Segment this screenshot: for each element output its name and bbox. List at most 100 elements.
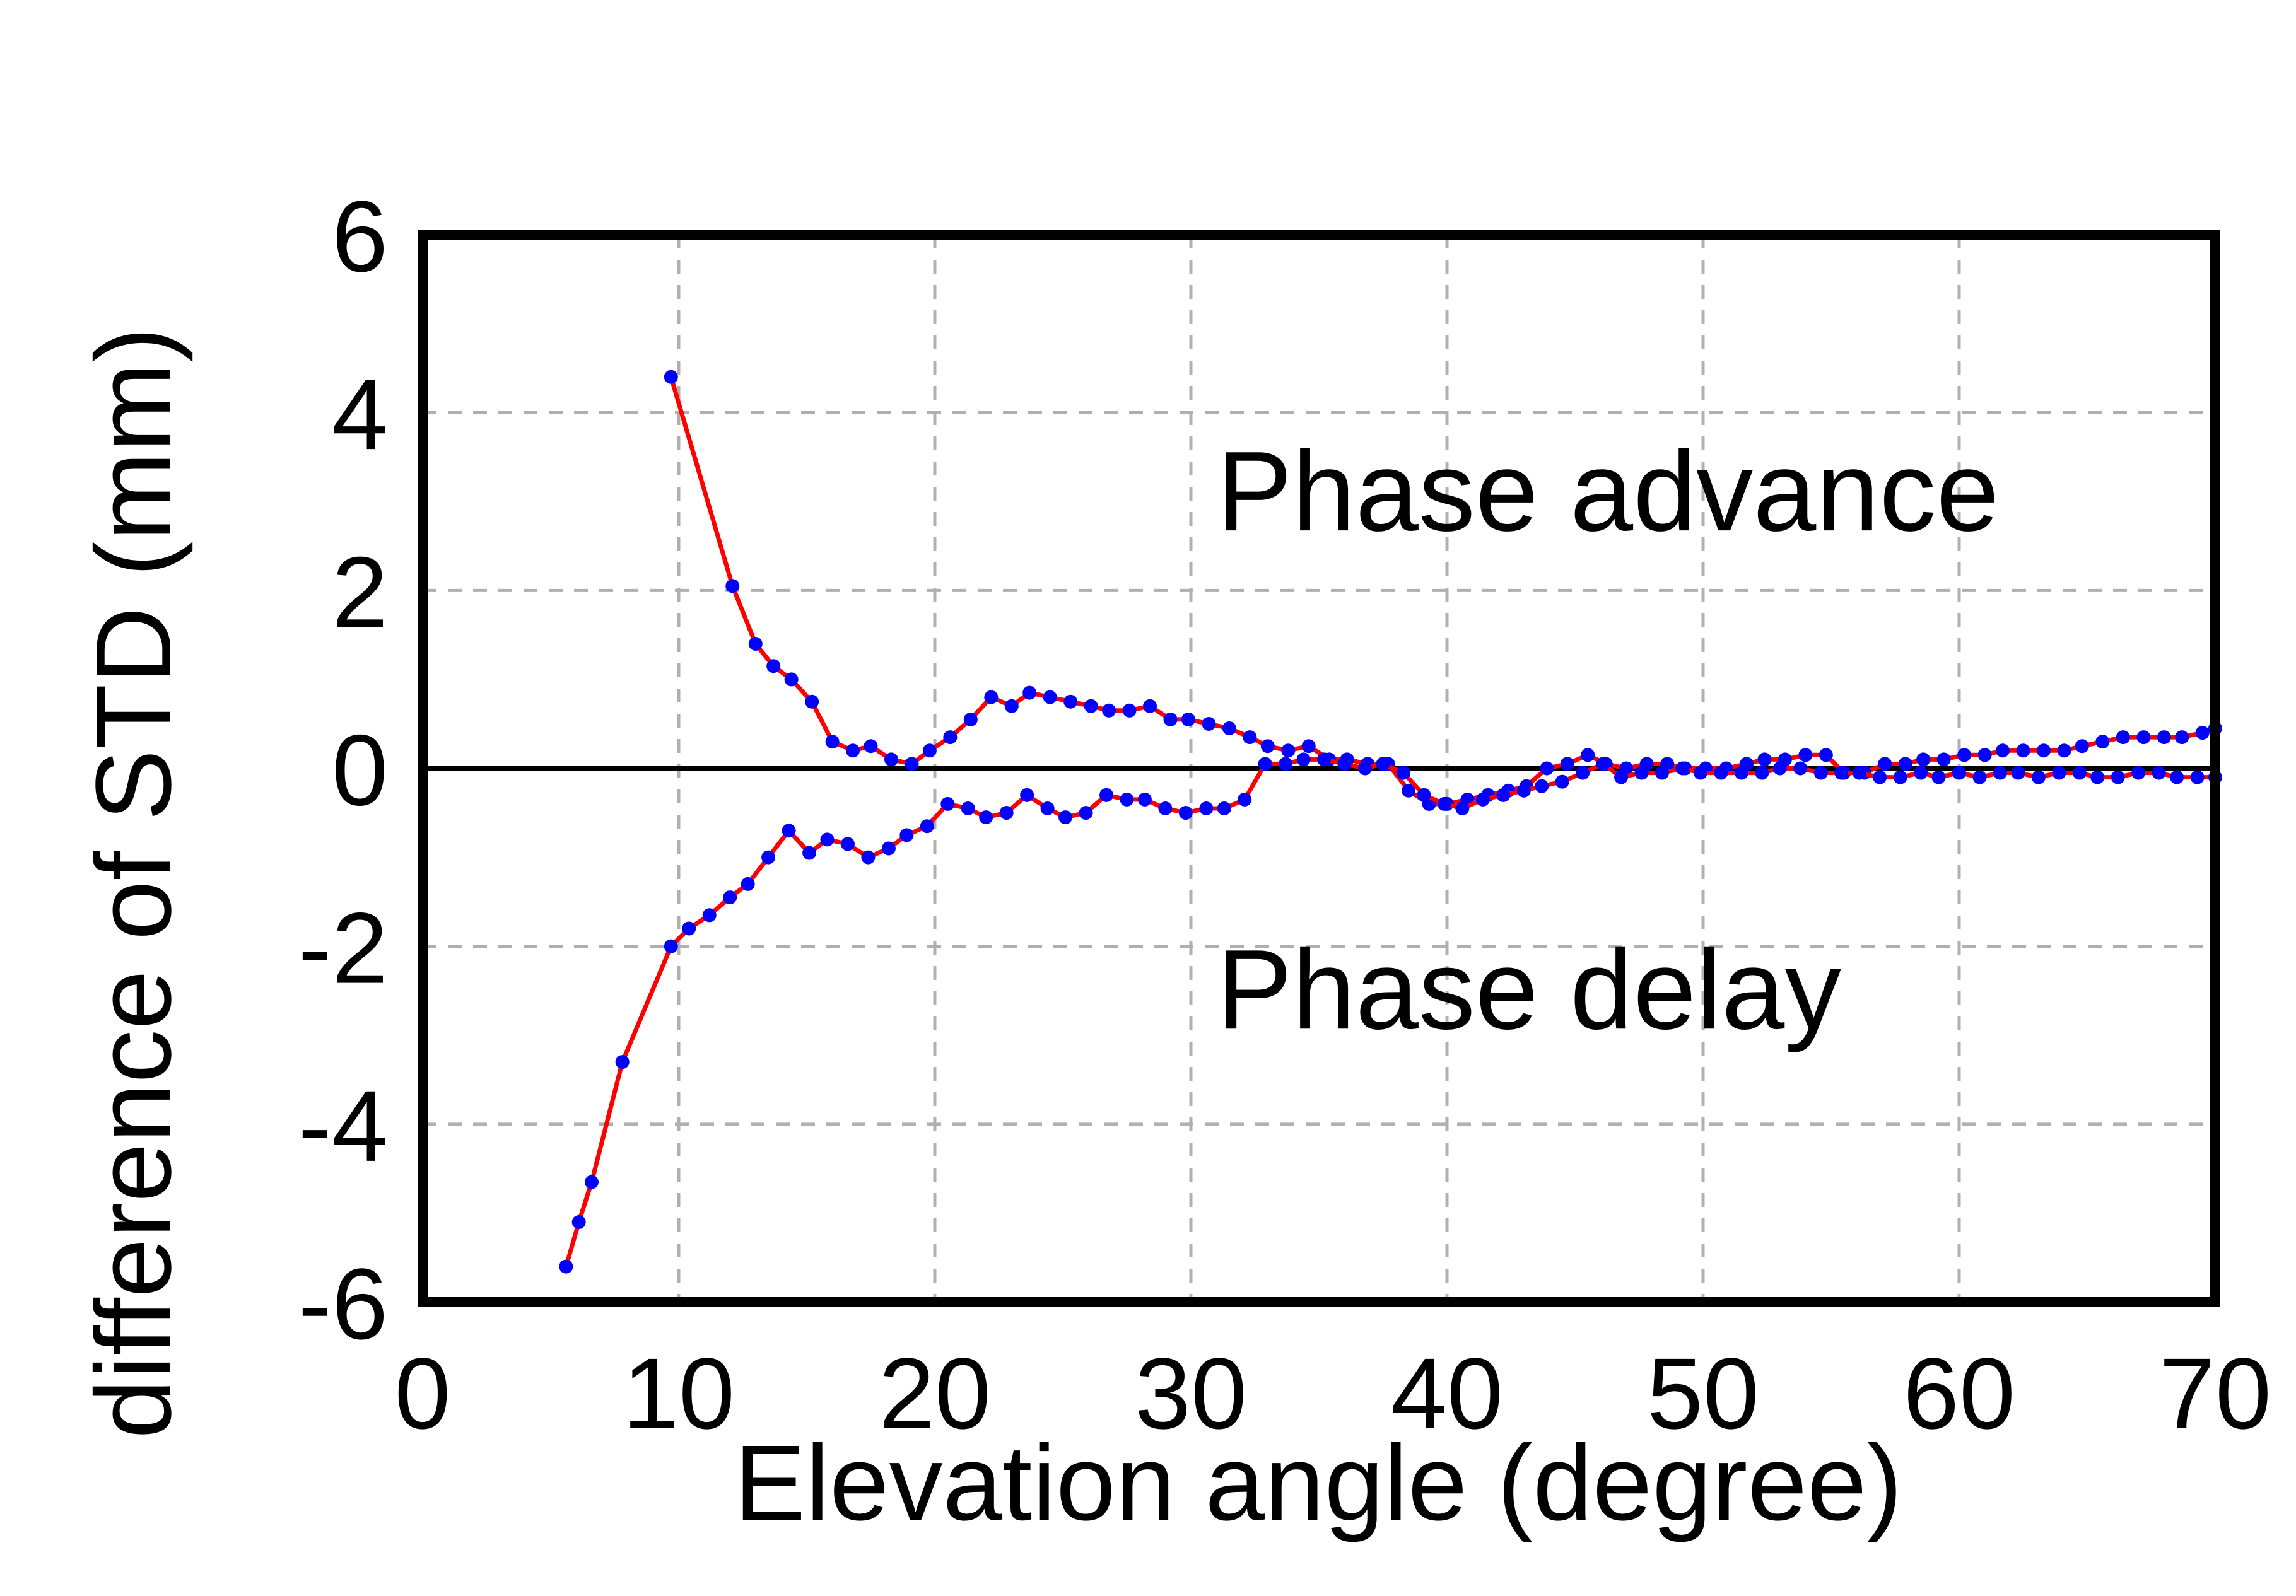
annotation-phase-advance: Phase advance <box>1217 428 2000 555</box>
data-point <box>1475 792 1490 807</box>
annotation-phase-delay: Phase delay <box>1217 926 1842 1053</box>
data-point <box>840 837 855 851</box>
data-point <box>1296 752 1311 767</box>
data-point <box>2036 743 2051 758</box>
data-point <box>1496 788 1511 802</box>
data-point <box>805 694 819 709</box>
data-point <box>943 730 958 745</box>
data-point <box>1755 766 1769 780</box>
data-point <box>820 832 835 847</box>
data-point <box>2111 770 2125 784</box>
data-point <box>881 841 896 856</box>
data-point <box>1402 783 1416 798</box>
data-point <box>1581 748 1595 762</box>
data-point <box>2136 730 2151 745</box>
data-point <box>571 1215 586 1230</box>
data-point <box>1102 703 1116 718</box>
data-point <box>1813 766 1828 780</box>
x-tick-label: 40 <box>1391 1337 1503 1450</box>
data-point <box>766 659 781 673</box>
data-point <box>2190 770 2205 784</box>
y-axis-label: difference of STD (mm) <box>74 327 194 1438</box>
data-point <box>1260 739 1275 754</box>
data-point <box>1878 757 1892 771</box>
data-point <box>761 850 776 865</box>
data-point <box>2072 766 2087 780</box>
data-point <box>741 877 755 891</box>
x-axis-label: Elevation angle (degree) <box>734 1423 1902 1543</box>
x-tick-label: 20 <box>879 1337 991 1450</box>
data-point <box>861 850 876 865</box>
data-point <box>2116 730 2130 745</box>
data-point <box>1693 766 1707 780</box>
data-point <box>1977 748 1992 762</box>
y-tick-label: -6 <box>298 1247 388 1360</box>
data-point <box>1040 801 1055 815</box>
y-tick-labels: -6 -4 -2 0 2 4 6 <box>298 180 388 1360</box>
data-point <box>961 801 975 815</box>
data-point <box>1063 694 1078 709</box>
data-point <box>802 846 817 860</box>
data-point <box>1957 748 1972 762</box>
data-point <box>1535 779 1549 793</box>
data-point <box>615 1055 630 1069</box>
data-point <box>2075 739 2089 754</box>
data-point <box>1337 757 1352 771</box>
data-point <box>2057 743 2071 758</box>
data-point <box>1772 761 1787 776</box>
data-point <box>1714 766 1728 780</box>
data-point <box>1120 792 1134 807</box>
data-point <box>1655 766 1670 780</box>
plot-frame <box>418 230 2220 1307</box>
data-point <box>784 672 799 687</box>
data-point <box>559 1259 573 1274</box>
data-point <box>1996 743 2010 758</box>
data-point <box>1281 743 1296 758</box>
data-point <box>1819 748 1833 762</box>
data-point <box>2157 730 2171 745</box>
data-point <box>1417 788 1431 802</box>
data-point <box>1576 766 1590 780</box>
x-tick-label: 50 <box>1647 1337 1759 1450</box>
data-point <box>1952 766 1966 780</box>
data-point <box>1279 757 1293 771</box>
data-point <box>1757 752 1772 767</box>
data-point <box>1202 716 1216 731</box>
data-point <box>1916 752 1931 767</box>
data-point <box>1893 770 1907 784</box>
data-point <box>1222 721 1236 736</box>
data-point <box>1004 699 1019 713</box>
y-tick-label: 6 <box>332 180 388 293</box>
y-tick-label: 2 <box>332 535 388 648</box>
data-point <box>2170 770 2184 784</box>
data-point <box>1020 788 1034 802</box>
data-point <box>1873 770 1887 784</box>
y-tick-label: 0 <box>332 714 388 827</box>
data-point <box>1217 801 1231 815</box>
data-point <box>2131 766 2146 780</box>
data-point <box>1022 685 1037 700</box>
data-point <box>825 735 840 749</box>
data-point <box>782 824 796 838</box>
y-tick-label: -2 <box>298 892 388 1005</box>
data-point <box>1852 766 1866 780</box>
data-point <box>1516 783 1531 798</box>
data-point <box>2195 726 2210 740</box>
data-point <box>1555 774 1569 789</box>
data-point <box>1163 712 1178 726</box>
data-point <box>2052 766 2066 780</box>
data-point <box>1317 752 1332 767</box>
data-point <box>723 890 737 905</box>
data-point <box>725 579 740 593</box>
data-point <box>979 810 993 825</box>
y-tick-label: 4 <box>332 358 388 470</box>
data-point <box>1675 761 1690 776</box>
data-point <box>963 712 978 726</box>
data-point <box>1199 801 1214 815</box>
data-point <box>1238 792 1252 807</box>
data-point <box>999 806 1014 820</box>
data-point <box>1358 761 1373 776</box>
x-tick-label: 0 <box>395 1337 451 1450</box>
data-point <box>1099 788 1114 802</box>
data-point <box>1243 730 1257 745</box>
